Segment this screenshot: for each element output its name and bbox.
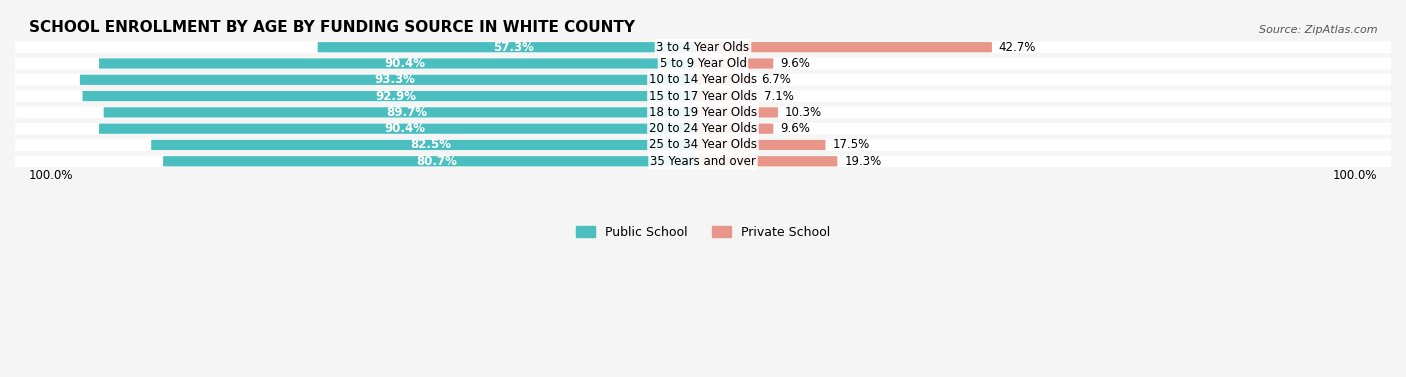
Text: 15 to 17 Year Olds: 15 to 17 Year Olds <box>650 90 756 103</box>
Text: 7.1%: 7.1% <box>763 90 793 103</box>
Text: 9.6%: 9.6% <box>780 57 810 70</box>
FancyBboxPatch shape <box>15 74 1391 86</box>
FancyBboxPatch shape <box>83 91 710 101</box>
FancyBboxPatch shape <box>104 107 710 118</box>
FancyBboxPatch shape <box>15 90 1391 102</box>
FancyBboxPatch shape <box>98 124 710 134</box>
Text: 82.5%: 82.5% <box>411 138 451 152</box>
Text: 19.3%: 19.3% <box>844 155 882 168</box>
Text: 89.7%: 89.7% <box>387 106 427 119</box>
Text: 42.7%: 42.7% <box>998 41 1036 54</box>
Text: 10.3%: 10.3% <box>785 106 823 119</box>
FancyBboxPatch shape <box>696 58 773 69</box>
FancyBboxPatch shape <box>318 42 710 52</box>
FancyBboxPatch shape <box>696 42 991 52</box>
Text: 90.4%: 90.4% <box>384 122 425 135</box>
Text: 9.6%: 9.6% <box>780 122 810 135</box>
Text: 100.0%: 100.0% <box>1333 169 1378 182</box>
Text: 92.9%: 92.9% <box>375 90 416 103</box>
FancyBboxPatch shape <box>15 123 1391 135</box>
Text: 5 to 9 Year Old: 5 to 9 Year Old <box>659 57 747 70</box>
FancyBboxPatch shape <box>80 75 710 85</box>
Text: 6.7%: 6.7% <box>761 73 792 86</box>
Text: 3 to 4 Year Olds: 3 to 4 Year Olds <box>657 41 749 54</box>
FancyBboxPatch shape <box>696 140 825 150</box>
FancyBboxPatch shape <box>15 58 1391 69</box>
FancyBboxPatch shape <box>15 139 1391 151</box>
FancyBboxPatch shape <box>163 156 710 166</box>
Text: 18 to 19 Year Olds: 18 to 19 Year Olds <box>650 106 756 119</box>
FancyBboxPatch shape <box>98 58 710 69</box>
Text: 57.3%: 57.3% <box>494 41 534 54</box>
FancyBboxPatch shape <box>696 75 754 85</box>
Text: SCHOOL ENROLLMENT BY AGE BY FUNDING SOURCE IN WHITE COUNTY: SCHOOL ENROLLMENT BY AGE BY FUNDING SOUR… <box>28 20 634 35</box>
Text: 90.4%: 90.4% <box>384 57 425 70</box>
FancyBboxPatch shape <box>696 156 838 166</box>
FancyBboxPatch shape <box>15 107 1391 118</box>
FancyBboxPatch shape <box>152 140 710 150</box>
Text: 25 to 34 Year Olds: 25 to 34 Year Olds <box>650 138 756 152</box>
FancyBboxPatch shape <box>696 124 773 134</box>
Text: 100.0%: 100.0% <box>28 169 73 182</box>
Text: 20 to 24 Year Olds: 20 to 24 Year Olds <box>650 122 756 135</box>
Text: Source: ZipAtlas.com: Source: ZipAtlas.com <box>1258 25 1378 35</box>
FancyBboxPatch shape <box>15 155 1391 167</box>
FancyBboxPatch shape <box>696 107 778 118</box>
Text: 35 Years and over: 35 Years and over <box>650 155 756 168</box>
Text: 80.7%: 80.7% <box>416 155 457 168</box>
FancyBboxPatch shape <box>15 41 1391 53</box>
Text: 10 to 14 Year Olds: 10 to 14 Year Olds <box>650 73 756 86</box>
Legend: Public School, Private School: Public School, Private School <box>571 221 835 244</box>
Text: 93.3%: 93.3% <box>374 73 415 86</box>
Text: 17.5%: 17.5% <box>832 138 869 152</box>
FancyBboxPatch shape <box>696 91 756 101</box>
